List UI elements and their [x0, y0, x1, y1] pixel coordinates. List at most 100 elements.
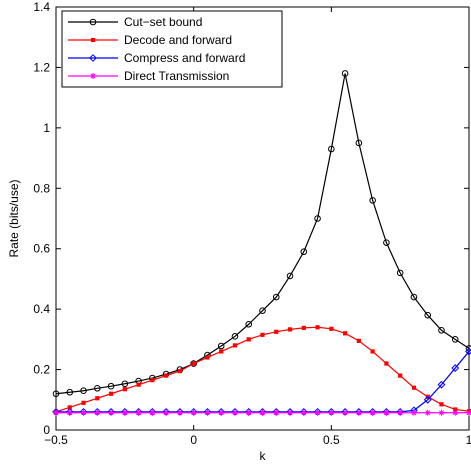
square-marker [384, 361, 389, 366]
star-marker [287, 409, 294, 416]
square-marker [81, 400, 86, 405]
circle-marker [438, 326, 445, 334]
square-marker [191, 361, 196, 366]
star-marker [328, 409, 335, 416]
square-marker [177, 368, 183, 374]
legend-label: Cut−set bound [124, 15, 202, 29]
circle-marker [245, 320, 253, 328]
circle-marker [465, 345, 471, 352]
star-marker [204, 409, 211, 416]
square-marker [329, 326, 334, 331]
star-marker [259, 409, 266, 416]
star-marker [149, 409, 156, 416]
series-cut-set-bound [52, 70, 471, 398]
y-tick-label: 1 [43, 121, 50, 135]
square-marker [232, 343, 238, 348]
circle-marker [424, 311, 432, 319]
star-marker [355, 409, 362, 416]
star-marker [163, 409, 170, 416]
circle-marker [231, 333, 239, 340]
square-marker [287, 327, 293, 332]
y-tick-label: 1.4 [33, 0, 50, 14]
circle-marker [369, 197, 376, 204]
star-marker [452, 409, 459, 416]
square-marker [260, 332, 265, 337]
x-tick-label: 0.5 [323, 433, 340, 447]
square-marker [95, 396, 100, 401]
circle-marker [314, 215, 321, 222]
star-marker [176, 409, 183, 416]
circle-marker [217, 342, 225, 350]
square-marker [136, 382, 141, 387]
y-tick-label: 0.4 [33, 302, 50, 316]
diamond-marker [423, 395, 432, 404]
legend-entry: Cut−set bound [68, 15, 202, 29]
star-marker [342, 409, 349, 416]
legend-label: Compress and forward [124, 51, 245, 65]
circle-marker [94, 385, 101, 392]
circle-marker [451, 336, 459, 343]
star-marker [369, 409, 376, 416]
square-marker [205, 355, 210, 360]
legend-entry: Compress and forward [68, 51, 245, 65]
x-axis-label: k [260, 449, 267, 463]
series-direct-transmission [53, 409, 471, 416]
y-tick-label: 0.8 [33, 181, 50, 195]
legend: Cut−set bound Decode and forward Compress … [61, 10, 283, 88]
series-line [55, 73, 470, 395]
x-tick-label: −0.5 [44, 433, 68, 447]
square-marker [301, 325, 306, 330]
square-marker [439, 402, 444, 407]
circle-marker [52, 390, 60, 398]
star-marker [424, 409, 431, 416]
circle-marker [341, 70, 349, 77]
y-tick-label: 0 [43, 423, 50, 437]
legend-box [61, 10, 283, 88]
legend-entry: Direct Transmission [68, 69, 229, 83]
legend-label: Direct Transmission [124, 69, 229, 83]
star-marker [80, 409, 87, 416]
circle-marker [396, 269, 404, 277]
circle-marker [66, 388, 74, 396]
star-marker [121, 409, 128, 416]
star-marker [438, 409, 445, 416]
star-marker [218, 409, 225, 416]
square-marker [315, 325, 320, 330]
square-marker [150, 378, 155, 383]
circle-marker [300, 248, 308, 256]
square-marker [343, 331, 348, 336]
star-marker [314, 409, 321, 416]
circle-marker [355, 139, 363, 147]
square-marker [411, 385, 417, 390]
circle-marker [383, 239, 390, 246]
circle-marker [80, 387, 87, 395]
y-axis-label: Rate (bits/use) [7, 179, 21, 257]
diamond-marker [465, 347, 471, 356]
circle-marker [328, 145, 335, 153]
square-marker [274, 329, 279, 334]
star-marker [66, 409, 73, 416]
axes-layer: −0.5 0 0.5 100.20.40.60.811.21.4 [33, 0, 471, 447]
diamond-marker [89, 54, 97, 62]
square-marker [370, 349, 375, 354]
circle-marker [410, 293, 418, 301]
square-marker [122, 387, 127, 392]
star-marker [397, 409, 404, 416]
star-marker [466, 409, 471, 416]
star-marker [410, 409, 417, 416]
star-marker [135, 409, 142, 416]
star-marker [190, 409, 197, 416]
y-tick-label: 0.6 [33, 242, 50, 256]
square-marker [398, 373, 403, 378]
star-marker [90, 73, 96, 79]
star-marker [245, 409, 252, 416]
star-marker [300, 409, 307, 416]
y-tick-label: 0.2 [33, 363, 50, 377]
star-marker [383, 409, 390, 416]
star-marker [53, 409, 59, 416]
circle-marker [286, 272, 294, 280]
circle-marker [107, 382, 115, 390]
circle-marker [190, 360, 197, 367]
square-marker [246, 337, 251, 342]
series-decode-and-forward [53, 325, 471, 414]
